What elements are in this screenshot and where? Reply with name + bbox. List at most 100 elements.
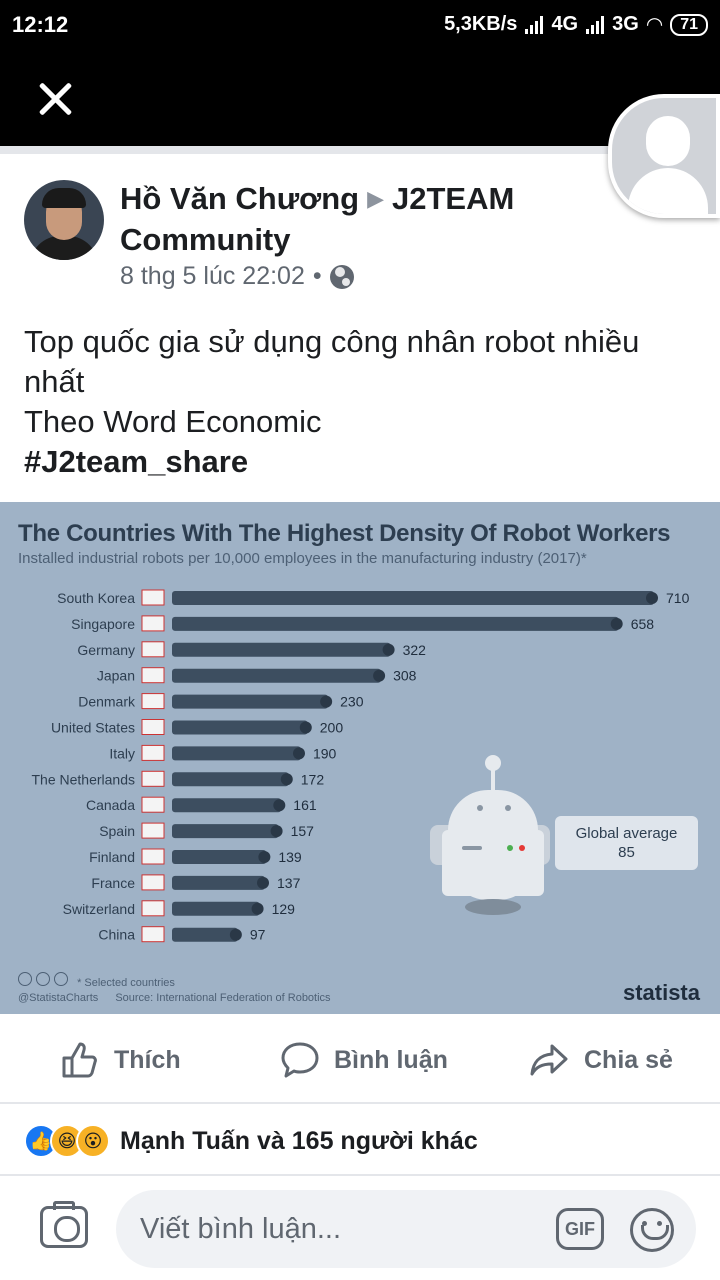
- bar-value-label: 230: [340, 694, 364, 710]
- bar-end-cap: [320, 695, 333, 708]
- battery-icon: 71: [670, 13, 708, 36]
- flag-icon: [141, 744, 165, 761]
- robot-illustration: [519, 845, 525, 851]
- bar: [172, 668, 382, 683]
- flag-icon: [141, 693, 165, 710]
- comment-label: Bình luận: [334, 1045, 448, 1074]
- wifi-icon: ◠: [646, 14, 663, 36]
- avatar[interactable]: [24, 180, 104, 260]
- profile-placeholder-icon: [646, 116, 690, 166]
- robot-illustration: [485, 755, 501, 771]
- bar-value-label: 172: [301, 771, 325, 787]
- category-label: Finland: [89, 849, 135, 865]
- like-button[interactable]: Thích: [60, 1040, 181, 1080]
- category-label: The Netherlands: [31, 771, 135, 787]
- robot-illustration: [491, 768, 495, 790]
- flag-icon: [141, 641, 165, 658]
- post-text-line: Theo Word Economic: [24, 404, 322, 439]
- bar-value-label: 200: [320, 720, 344, 736]
- robot-illustration: [465, 899, 521, 915]
- emoji-icon[interactable]: [630, 1208, 674, 1252]
- gif-icon[interactable]: GIF: [556, 1208, 604, 1250]
- robot-illustration: [462, 846, 482, 850]
- category-label: Canada: [86, 797, 135, 813]
- robot-illustration: [505, 805, 511, 811]
- category-label: Spain: [99, 823, 135, 839]
- bar: [172, 875, 266, 890]
- bar: [172, 720, 308, 735]
- bar-end-cap: [382, 643, 395, 656]
- bar: [172, 772, 289, 787]
- bar-value-label: 658: [631, 616, 655, 632]
- chart-note: * Selected countries: [18, 972, 175, 989]
- bar-value-label: 190: [313, 745, 337, 761]
- like-label: Thích: [114, 1045, 181, 1074]
- flag-icon: [141, 848, 165, 865]
- category-label: South Korea: [57, 590, 135, 606]
- signal-icon: [525, 15, 544, 34]
- bar-end-cap: [292, 747, 305, 760]
- bar: [172, 694, 329, 709]
- flag-icon: [141, 874, 165, 891]
- arrow-right-icon: ▶: [367, 186, 385, 211]
- bar-value-label: 710: [666, 590, 690, 606]
- comment-button[interactable]: Bình luận: [280, 1040, 448, 1080]
- comment-input[interactable]: [116, 1190, 696, 1268]
- bar-value-label: 129: [272, 901, 296, 917]
- share-icon: [530, 1044, 568, 1076]
- flag-icon: [141, 719, 165, 735]
- bar-value-label: 308: [393, 668, 417, 684]
- bar-chart: South Korea 710 Singapore 658 Germany 322 Japa…: [31, 589, 690, 943]
- bar-end-cap: [273, 799, 286, 812]
- sheet-edge: [0, 146, 720, 154]
- bar-value-label: 137: [277, 875, 301, 891]
- global-average-label: Global average: [575, 825, 678, 842]
- thumbs-up-icon: [62, 1042, 97, 1078]
- hashtag-link[interactable]: #J2team_share: [24, 444, 249, 479]
- flag-icon: [141, 667, 165, 684]
- group-name[interactable]: J2TEAM Community: [120, 181, 515, 257]
- top-bar: [0, 52, 720, 146]
- bar: [172, 824, 279, 839]
- infographic-image[interactable]: The Countries With The Highest Density O…: [0, 502, 720, 1014]
- bar: [172, 642, 391, 657]
- flag-icon: [141, 900, 165, 917]
- status-bar: 12:12 5,3KB/s 4G 3G ◠ 71: [0, 0, 720, 52]
- bar: [172, 616, 619, 631]
- chat-head-avatar[interactable]: [608, 94, 720, 218]
- bar-end-cap: [610, 617, 623, 630]
- share-button[interactable]: Chia sẻ: [530, 1040, 673, 1080]
- category-label: Italy: [109, 745, 135, 761]
- flag-icon: [141, 615, 165, 632]
- bar-value-label: 322: [403, 642, 427, 658]
- reactions-summary[interactable]: 👍 😆 😮 Mạnh Tuấn và 165 người khác: [24, 1124, 478, 1158]
- bar-end-cap: [258, 851, 271, 863]
- author-name[interactable]: Hồ Văn Chương: [120, 181, 360, 216]
- wow-reaction-icon: 😮: [76, 1124, 110, 1158]
- bar: [172, 591, 654, 605]
- close-icon[interactable]: [32, 76, 78, 122]
- post-text-line: Top quốc gia sử dụng công nhân robot nhi…: [24, 324, 640, 399]
- share-label: Chia sẻ: [584, 1045, 673, 1074]
- post-timestamp[interactable]: 8 thg 5 lúc 22:02: [120, 262, 305, 290]
- category-label: China: [98, 927, 135, 943]
- cc-license-icon: [18, 972, 68, 986]
- bar-end-cap: [251, 902, 264, 915]
- category-label: Denmark: [78, 694, 136, 710]
- meta-separator: •: [312, 262, 322, 290]
- reactions-text: Mạnh Tuấn và 165 người khác: [120, 1126, 478, 1155]
- statista-logo: statista: [622, 980, 700, 1005]
- comment-icon: [281, 1042, 319, 1078]
- bar-end-cap: [270, 825, 283, 838]
- bar-end-cap: [229, 928, 242, 941]
- category-label: France: [91, 875, 135, 891]
- chart-title: The Countries With The Highest Density O…: [18, 520, 671, 547]
- flag-icon: [141, 770, 165, 787]
- robot-illustration: [507, 845, 513, 851]
- global-average-value: 85: [618, 844, 635, 861]
- post-header: Hồ Văn Chương ▶ J2TEAM Community: [120, 180, 600, 259]
- camera-icon[interactable]: [40, 1201, 88, 1248]
- category-label: Germany: [77, 642, 135, 658]
- status-icons: 5,3KB/s 4G 3G ◠ 71: [444, 12, 708, 37]
- flag-icon: [141, 796, 165, 813]
